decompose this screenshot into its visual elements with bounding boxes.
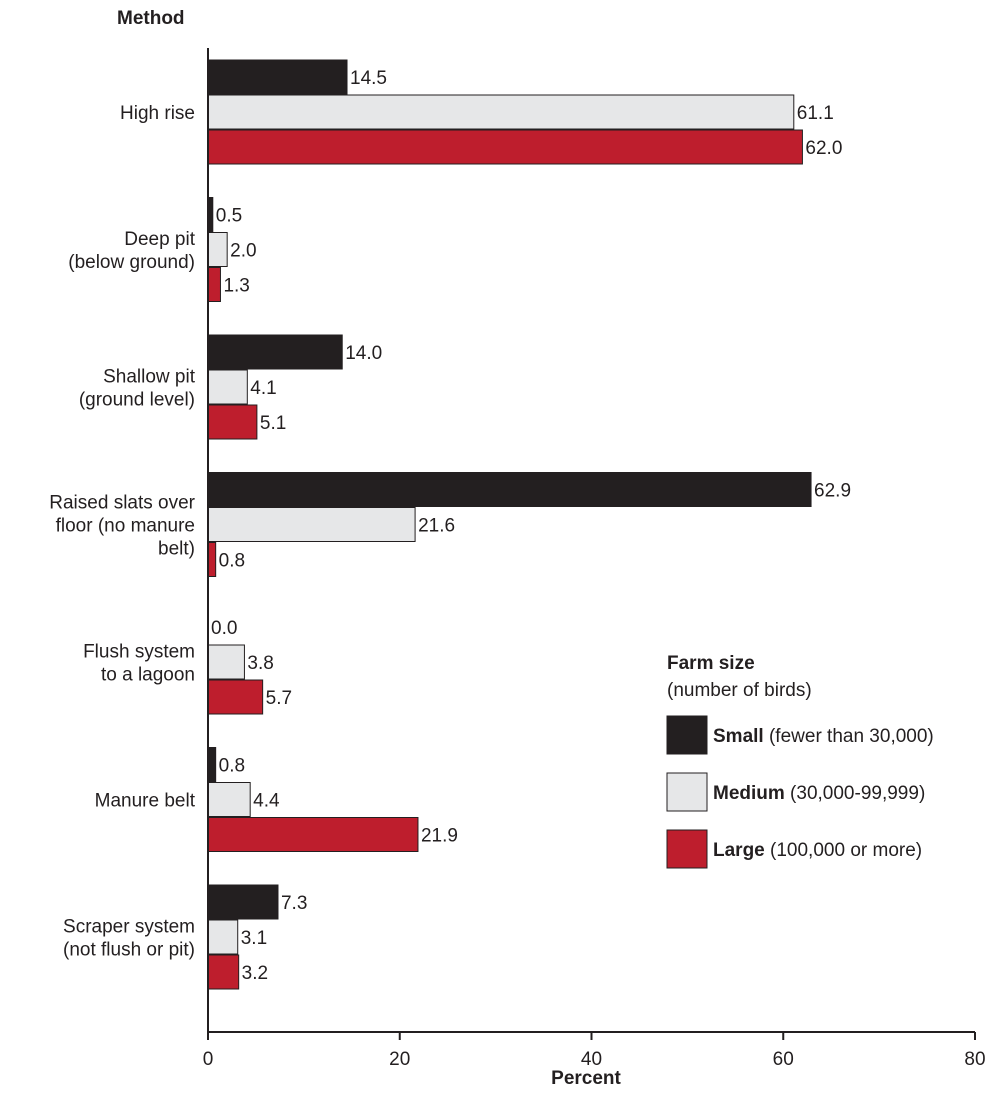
value-label-small-2: 14.0: [345, 343, 382, 364]
value-label-large-0: 62.0: [805, 138, 842, 159]
y-axis-title: Method: [117, 8, 185, 29]
x-tick-label-4: 80: [964, 1049, 985, 1070]
legend-label-medium: Medium (30,000-99,999): [713, 783, 925, 804]
value-labels: 14.5 61.1 62.0 0.5 2.0 1.3 14.0 4.1 5.1 62.9 21.6 0…: [211, 68, 851, 984]
value-label-small-0: 14.5: [350, 68, 387, 89]
value-label-small-3: 62.9: [814, 481, 851, 502]
value-label-medium-2: 4.1: [250, 378, 276, 399]
value-label-large-6: 3.2: [242, 963, 268, 984]
legend: Farm size (number of birds) Small (fewer…: [666, 653, 934, 869]
legend-label-small: Small (fewer than 30,000): [713, 726, 934, 747]
category-label-3: Raised slats over floor (no manure belt): [49, 493, 195, 560]
x-axis-ticks: 0 20 40 60 80: [203, 1032, 986, 1070]
legend-swatch-medium: [666, 772, 708, 812]
bar-small-5: [207, 747, 217, 782]
value-label-medium-3: 21.6: [418, 516, 455, 537]
bar-large-0: [207, 129, 803, 165]
value-label-medium-1: 2.0: [230, 241, 256, 262]
legend-title: Farm size: [667, 653, 755, 674]
x-axis-title: Percent: [551, 1068, 621, 1089]
bar-medium-2: [207, 369, 248, 405]
value-label-large-1: 1.3: [223, 276, 249, 297]
legend-swatch-large: [666, 829, 708, 869]
bar-large-2: [207, 404, 258, 440]
bar-medium-6: [207, 919, 239, 955]
bar-medium-5: [207, 782, 251, 817]
category-label-5: Manure belt: [95, 791, 196, 812]
value-label-small-6: 7.3: [281, 893, 307, 914]
value-label-large-3: 0.8: [219, 551, 245, 572]
value-label-large-5: 21.9: [421, 826, 458, 847]
x-tick-label-2: 40: [581, 1049, 602, 1070]
bar-small-2: [207, 334, 343, 370]
value-label-small-5: 0.8: [219, 756, 245, 777]
bar-large-3: [207, 542, 217, 577]
value-label-small-4: 0.0: [211, 618, 237, 639]
value-label-medium-5: 4.4: [253, 791, 280, 812]
category-label-4: Flush system to a lagoon: [83, 642, 195, 686]
x-tick-label-3: 60: [773, 1049, 794, 1070]
legend-label-large: Large (100,000 or more): [713, 840, 922, 861]
value-label-small-1: 0.5: [216, 206, 242, 227]
x-tick-label-0: 0: [203, 1049, 214, 1070]
bar-medium-4: [207, 644, 245, 680]
value-label-medium-4: 3.8: [247, 653, 273, 674]
category-label-0: High rise: [120, 103, 195, 124]
bar-medium-3: [207, 507, 416, 542]
bars-group: [207, 59, 812, 990]
category-labels: High rise Deep pit (below ground) Shallow p…: [49, 103, 195, 961]
legend-subtitle: (number of birds): [667, 680, 812, 701]
bar-medium-1: [207, 232, 228, 267]
bar-medium-0: [207, 94, 795, 130]
bar-large-4: [207, 679, 264, 715]
bar-large-1: [207, 267, 221, 302]
x-tick-label-1: 20: [389, 1049, 410, 1070]
value-label-large-2: 5.1: [260, 413, 286, 434]
value-label-medium-6: 3.1: [241, 928, 267, 949]
value-label-large-4: 5.7: [266, 688, 292, 709]
bar-large-5: [207, 817, 419, 852]
legend-swatch-small: [666, 715, 708, 755]
category-label-6: Scraper system (not flush or pit): [63, 917, 195, 961]
bar-small-6: [207, 884, 279, 920]
bar-large-6: [207, 954, 240, 990]
bar-small-3: [207, 472, 812, 507]
bar-small-0: [207, 59, 348, 95]
category-label-2: Shallow pit (ground level): [79, 367, 196, 411]
category-label-1: Deep pit (below ground): [68, 229, 195, 273]
value-label-medium-0: 61.1: [797, 103, 834, 124]
